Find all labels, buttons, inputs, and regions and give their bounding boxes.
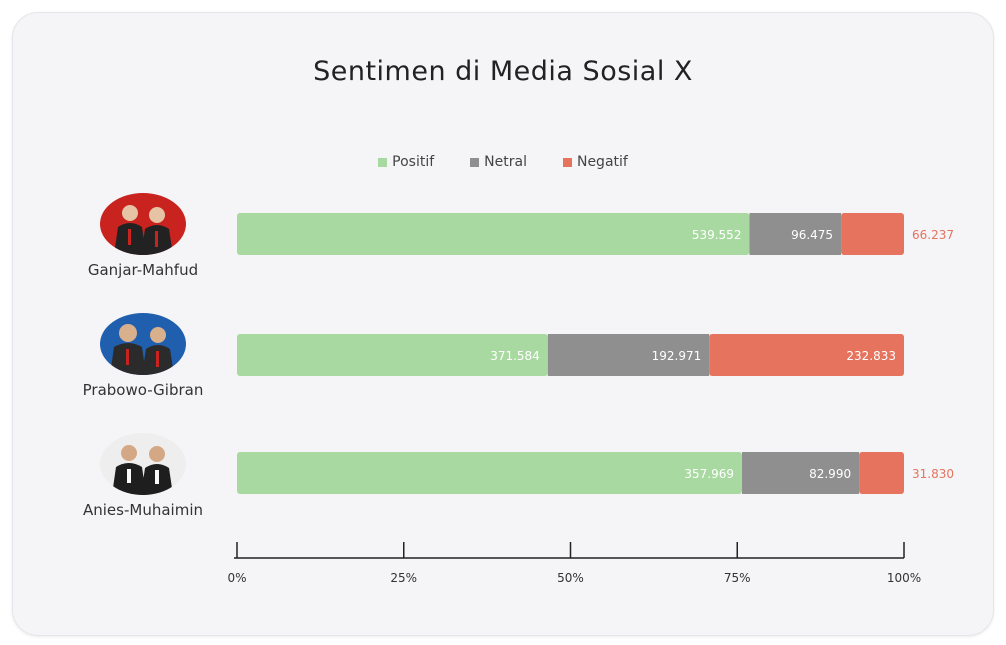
value-label-positif-anies-muhaimin: 357.969: [684, 467, 734, 481]
candidate-photo-ganjar-mahfud: [100, 193, 186, 255]
x-tick-label: 75%: [724, 571, 751, 585]
category-label: Anies-Muhaimin: [83, 501, 203, 519]
candidate-photo-anies-muhaimin: [100, 433, 186, 495]
category-label: Ganjar-Mahfud: [87, 261, 199, 279]
x-tick-label: 0%: [227, 571, 246, 585]
legend-label-positif: Positif: [392, 154, 435, 170]
x-tick-label: 100%: [887, 571, 921, 585]
value-label-netral-prabowo-gibran: 192.971: [652, 349, 702, 363]
bar-netral-anies-muhaimin: [742, 452, 860, 494]
bar-positif-prabowo-gibran: [237, 334, 548, 376]
bar-netral-ganjar-mahfud: [749, 213, 842, 255]
category-label: Prabowo-Gibran: [82, 381, 204, 399]
bar-netral-prabowo-gibran: [547, 334, 710, 376]
chart-title: Sentimen di Media Sosial X: [313, 56, 693, 87]
legend-swatch-positif: [378, 157, 388, 167]
bar-positif-ganjar-mahfud: [237, 213, 750, 255]
legend-item-netral: Netral: [470, 154, 527, 170]
candidate-photo-prabowo-gibran: [100, 313, 186, 375]
candidate-ganjar-mahfud: Ganjar-Mahfud: [58, 193, 228, 279]
x-tick-label: 25%: [390, 571, 417, 585]
value-label-negatif-prabowo-gibran: 232.833: [846, 349, 896, 363]
legend-label-netral: Netral: [484, 154, 527, 170]
value-label-negatif-anies-muhaimin: 31.830: [912, 467, 954, 481]
legend-swatch-netral: [470, 157, 480, 167]
legend-item-positif: Positif: [378, 154, 434, 170]
legend-item-negatif: Negatif: [562, 154, 628, 170]
bar-negatif-prabowo-gibran: [709, 334, 904, 376]
bar-positif-anies-muhaimin: [237, 452, 743, 494]
value-label-netral-anies-muhaimin: 82.990: [809, 467, 851, 481]
value-label-netral-ganjar-mahfud: 96.475: [791, 228, 833, 242]
candidate-anies-muhaimin: Anies-Muhaimin: [58, 433, 228, 519]
legend-label-negatif: Negatif: [576, 154, 628, 170]
chart-legend: Positif Netral Negatif: [0, 154, 1006, 170]
value-label-positif-prabowo-gibran: 371.584: [490, 349, 540, 363]
candidate-prabowo-gibran: Prabowo-Gibran: [58, 313, 228, 399]
value-label-negatif-ganjar-mahfud: 66.237: [912, 228, 954, 242]
value-label-positif-ganjar-mahfud: 539.552: [692, 228, 742, 242]
legend-swatch-negatif: [562, 157, 572, 167]
bar-negatif-ganjar-mahfud: [841, 213, 904, 255]
bar-negatif-anies-muhaimin: [859, 452, 904, 494]
x-tick-label: 50%: [557, 571, 584, 585]
